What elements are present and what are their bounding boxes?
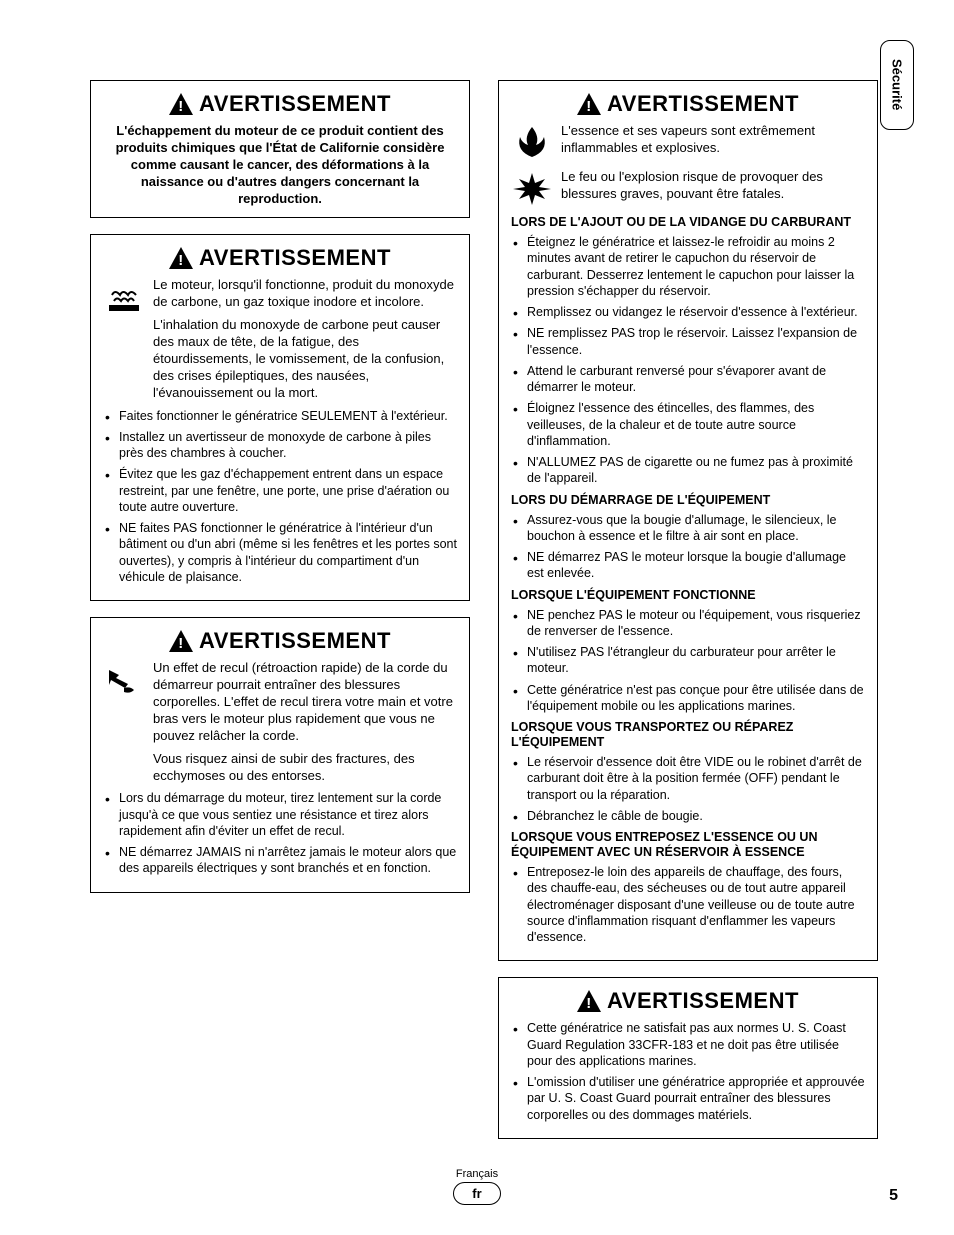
subhead: LORS DU DÉMARRAGE DE L'ÉQUIPEMENT: [511, 493, 865, 508]
kickback-text: Un effet de recul (rétroaction rapide) d…: [153, 660, 457, 784]
warning-title: ! AVERTISSEMENT: [103, 91, 457, 117]
warning-title: ! AVERTISSEMENT: [511, 91, 865, 117]
toxic-fumes-icon: [103, 277, 145, 317]
warning-title-text: AVERTISSEMENT: [199, 245, 391, 271]
warning-title: ! AVERTISSEMENT: [103, 245, 457, 271]
text: Un effet de recul (rétroaction rapide) d…: [153, 660, 457, 744]
bullet-item: NE démarrez PAS le moteur lorsque la bou…: [511, 549, 865, 582]
bullet-item: Le réservoir d'essence doit être VIDE ou…: [511, 754, 865, 803]
bullet-item: Attend le carburant renversé pour s'évap…: [511, 363, 865, 396]
warning-box-marine: ! AVERTISSEMENT Cette génératrice ne sat…: [498, 977, 878, 1139]
language-name: Français: [453, 1168, 500, 1180]
bullet-item: N'utilisez PAS l'étrangleur du carburate…: [511, 644, 865, 677]
section-tab: Sécurité: [880, 40, 914, 130]
warning-title-text: AVERTISSEMENT: [199, 628, 391, 654]
bullet-item: Éteignez le génératrice et laissez-le re…: [511, 234, 865, 299]
bullet-item: Cette génératrice ne satisfait pas aux n…: [511, 1020, 865, 1069]
footer: Français fr: [0, 1168, 954, 1205]
text: Le moteur, lorsqu'il fonctionne, produit…: [153, 277, 457, 311]
kickback-hand-icon: [103, 660, 145, 700]
bullet-item: NE penchez PAS le moteur ou l'équipement…: [511, 607, 865, 640]
warning-box-prop65: ! AVERTISSEMENT L'échappement du moteur …: [90, 80, 470, 218]
bullets: Le réservoir d'essence doit être VIDE ou…: [511, 754, 865, 824]
bullets: Assurez-vous que la bougie d'allumage, l…: [511, 512, 865, 582]
warning-triangle-icon: !: [169, 93, 193, 115]
svg-text:!: !: [586, 995, 592, 1012]
language-code: fr: [453, 1182, 500, 1205]
warning-title: ! AVERTISSEMENT: [511, 988, 865, 1014]
kickback-bullets: Lors du démarrage du moteur, tirez lente…: [103, 790, 457, 876]
fuel-para-2: Le feu ou l'explosion risque de provoque…: [561, 169, 865, 203]
warning-triangle-icon: !: [169, 247, 193, 269]
marine-bullets: Cette génératrice ne satisfait pas aux n…: [511, 1020, 865, 1123]
section-tab-label: Sécurité: [890, 59, 905, 110]
co-para-1: Le moteur, lorsqu'il fonctionne, produit…: [153, 277, 457, 401]
bullet-item: Débranchez le câble de bougie.: [511, 808, 865, 824]
bullet-item: Remplissez ou vidangez le réservoir d'es…: [511, 304, 865, 320]
icon-paragraph: Le moteur, lorsqu'il fonctionne, produit…: [103, 277, 457, 401]
svg-text:!: !: [178, 635, 184, 652]
language-badge: Français fr: [453, 1168, 500, 1205]
text: Vous risquez ainsi de subir des fracture…: [153, 751, 457, 785]
warning-box-co: ! AVERTISSEMENT Le moteur, lorsqu'il fon…: [90, 234, 470, 601]
warning-title: ! AVERTISSEMENT: [103, 628, 457, 654]
warning-title-text: AVERTISSEMENT: [199, 91, 391, 117]
co-bullets: Faites fonctionner le génératrice SEULEM…: [103, 408, 457, 586]
icon-paragraph: L'essence et ses vapeurs sont extrêmemen…: [511, 123, 865, 163]
bullet-item: Évitez que les gaz d'échappement entrent…: [103, 466, 457, 515]
bullet-item: Entreposez-le loin des appareils de chau…: [511, 864, 865, 945]
explosion-icon: [511, 169, 553, 209]
bullet-item: L'omission d'utiliser une génératrice ap…: [511, 1074, 865, 1123]
page: Sécurité ! AVERTISSEMENT L'échappement d…: [0, 0, 954, 1235]
flame-icon: [511, 123, 553, 163]
bullet-item: Cette génératrice n'est pas conçue pour …: [511, 682, 865, 715]
right-column: ! AVERTISSEMENT L'essence et ses vapeurs…: [498, 80, 878, 1155]
warning-triangle-icon: !: [577, 93, 601, 115]
bullets: Éteignez le génératrice et laissez-le re…: [511, 234, 865, 487]
left-column: ! AVERTISSEMENT L'échappement du moteur …: [90, 80, 470, 1155]
warning-box-fuel: ! AVERTISSEMENT L'essence et ses vapeurs…: [498, 80, 878, 961]
subhead: LORSQUE VOUS ENTREPOSEZ L'ESSENCE OU UN …: [511, 830, 865, 860]
warning-title-text: AVERTISSEMENT: [607, 988, 799, 1014]
subhead: LORS DE L'AJOUT OU DE LA VIDANGE DU CARB…: [511, 215, 865, 230]
warning-title-text: AVERTISSEMENT: [607, 91, 799, 117]
warning-triangle-icon: !: [169, 630, 193, 652]
fuel-para-1: L'essence et ses vapeurs sont extrêmemen…: [561, 123, 865, 157]
bullets: NE penchez PAS le moteur ou l'équipement…: [511, 607, 865, 715]
icon-paragraph: Le feu ou l'explosion risque de provoque…: [511, 169, 865, 209]
bullets: Entreposez-le loin des appareils de chau…: [511, 864, 865, 945]
bullet-item: Assurez-vous que la bougie d'allumage, l…: [511, 512, 865, 545]
svg-text:!: !: [586, 98, 592, 115]
bullet-item: NE démarrez JAMAIS ni n'arrêtez jamais l…: [103, 844, 457, 877]
bullet-item: NE faites PAS fonctionner le génératrice…: [103, 520, 457, 585]
subhead: LORSQUE L'ÉQUIPEMENT FONCTIONNE: [511, 588, 865, 603]
svg-text:!: !: [178, 98, 184, 115]
text: L'inhalation du monoxyde de carbone peut…: [153, 317, 457, 401]
subhead: LORSQUE VOUS TRANSPORTEZ OU RÉPAREZ L'ÉQ…: [511, 720, 865, 750]
warning-triangle-icon: !: [577, 990, 601, 1012]
prop65-text: L'échappement du moteur de ce produit co…: [103, 123, 457, 207]
bullet-item: N'ALLUMEZ PAS de cigarette ou ne fumez p…: [511, 454, 865, 487]
warning-box-kickback: ! AVERTISSEMENT Un effet de recul (rétro…: [90, 617, 470, 892]
bullet-item: Installez un avertisseur de monoxyde de …: [103, 429, 457, 462]
bullet-item: Faites fonctionner le génératrice SEULEM…: [103, 408, 457, 424]
icon-paragraph: Un effet de recul (rétroaction rapide) d…: [103, 660, 457, 784]
bullet-item: NE remplissez PAS trop le réservoir. Lai…: [511, 325, 865, 358]
bullet-item: Lors du démarrage du moteur, tirez lente…: [103, 790, 457, 839]
svg-text:!: !: [178, 252, 184, 269]
bullet-item: Éloignez l'essence des étincelles, des f…: [511, 400, 865, 449]
page-number: 5: [889, 1187, 898, 1205]
content-columns: ! AVERTISSEMENT L'échappement du moteur …: [90, 80, 906, 1155]
